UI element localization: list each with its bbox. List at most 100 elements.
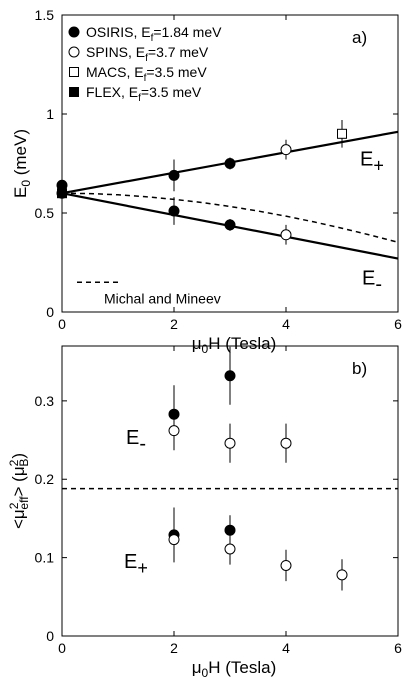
y-tick-label: 0 [46, 628, 54, 644]
data-point [336, 569, 348, 581]
data-point [168, 205, 180, 217]
series-flex-ef-3-5-mev [57, 188, 67, 199]
x-axis-title-rest: H (Tesla) [208, 334, 276, 353]
x-axis-title: μ0H (Tesla) [192, 334, 277, 356]
series-spins-e- [168, 523, 348, 591]
plot-frame [61, 345, 399, 637]
label-sign: + [373, 155, 384, 175]
label-e-minus: E- [126, 427, 146, 455]
legend-label-sub: f [151, 33, 154, 44]
series-spins-e- [168, 411, 292, 463]
data-point [168, 425, 180, 437]
legend-marker [69, 87, 79, 97]
legend-label-main: FLEX, E [86, 84, 138, 100]
y-axis-title-sub: 0 [19, 180, 33, 187]
legend-marker [68, 26, 80, 38]
note-michal-mineev: Michal and Mineev [104, 290, 221, 306]
label-e: E [124, 551, 137, 573]
legend-label-sub: f [145, 53, 148, 64]
legend-item-label: FLEX, Ef=3.5 meV [86, 84, 202, 104]
series-macs-ef-3-5-mev [337, 119, 347, 148]
data-point [337, 128, 347, 139]
x-tick-label: 4 [282, 316, 290, 332]
label-e-plus: E+ [360, 148, 384, 175]
label-e-minus: E- [362, 267, 382, 295]
y-axis-title-e: E [11, 187, 30, 198]
legend-label-main: MACS, E [86, 64, 144, 80]
y-axis-title: <μ2eff> (μ2B) [7, 453, 31, 529]
data-point [280, 144, 292, 156]
x-tick-label: 2 [170, 316, 178, 332]
y-title-sup2: 2 [7, 459, 21, 466]
legend-marker [68, 46, 80, 58]
data-point [168, 534, 180, 546]
x-axis-title-mu: μ [192, 658, 202, 677]
y-axis-title: E0 (meV) [11, 129, 33, 198]
x-axis-title-sub: 0 [202, 666, 209, 680]
label-e: E [362, 267, 375, 289]
x-tick-label: 0 [58, 640, 66, 656]
data-point [224, 543, 236, 555]
y-tick-label: 1.5 [35, 7, 55, 23]
y-tick-label: 0.5 [35, 205, 55, 221]
legend-item-label: SPINS, Ef=3.7 meV [86, 44, 209, 64]
data-point [280, 437, 292, 449]
data-point [280, 229, 292, 241]
panel-label: b) [352, 359, 367, 378]
y-tick-label: 0.2 [35, 471, 55, 487]
label-e-plus: E+ [124, 551, 148, 578]
label-sign: + [137, 558, 148, 578]
label-sign: - [139, 433, 146, 455]
x-tick-label: 0 [58, 316, 66, 332]
legend-label-main: SPINS, E [86, 44, 145, 60]
data-point [224, 219, 236, 231]
y-tick-label: 0 [46, 304, 54, 320]
y-title-c: ) [9, 453, 28, 459]
x-tick-label: 4 [282, 640, 290, 656]
y-title-sub2: B [17, 459, 31, 467]
x-axis-title-sub: 0 [202, 342, 209, 356]
panel-label: a) [352, 28, 367, 47]
x-tick-label: 2 [170, 640, 178, 656]
y-title-b: > (μ [9, 466, 28, 496]
series-spins-ef-3-7-mev [280, 139, 292, 245]
data-point [280, 559, 292, 571]
y-title-a: <μ [9, 509, 28, 529]
y-title-sup: 2 [7, 502, 21, 509]
legend-label-suffix: =3.5 meV [141, 84, 202, 100]
legend-label-suffix: =3.5 meV [146, 64, 207, 80]
legend-label-suffix: =3.7 meV [148, 44, 209, 60]
y-title-sub: eff [17, 496, 31, 510]
x-tick-label: 6 [394, 640, 402, 656]
legend-label-main: OSIRIS, E [86, 24, 151, 40]
label-e: E [360, 148, 373, 170]
data-point [224, 370, 236, 382]
label-sign: - [375, 273, 382, 295]
legend-item-label: MACS, Ef=3.5 meV [86, 64, 207, 84]
y-tick-label: 0.3 [35, 393, 55, 409]
series-osiris-e- [168, 507, 236, 563]
data-point [57, 188, 67, 199]
label-e: E [126, 427, 139, 449]
data-point [224, 158, 236, 169]
line-michal-and-mineev [61, 192, 399, 244]
y-axis-title-rest: (meV) [11, 129, 30, 180]
plot-frame [61, 14, 399, 313]
legend-label-suffix: =1.84 meV [153, 24, 222, 40]
y-tick-label: 0.1 [35, 550, 55, 566]
legend-label-sub: f [138, 93, 141, 104]
panel-b: 0 2 4 600.10.20.3b)μ0H (Tesla)<μ2eff> (μ2B)… [7, 345, 402, 680]
x-axis-title-mu: μ [192, 334, 202, 353]
legend-marker [69, 67, 79, 77]
x-axis-title-rest: H (Tesla) [208, 658, 276, 677]
panel-a: 0 2 4 600.511.5a)μ0H (Tesla)E0 (meV)OSIRIS,… [11, 7, 402, 356]
data-point [224, 437, 236, 449]
x-tick-label: 6 [394, 316, 402, 332]
legend-item-label: OSIRIS, Ef=1.84 meV [86, 24, 222, 44]
legend-label-sub: f [144, 73, 147, 84]
data-point [168, 169, 180, 181]
x-axis-title: μ0H (Tesla) [192, 658, 277, 680]
y-tick-label: 1 [46, 106, 54, 122]
